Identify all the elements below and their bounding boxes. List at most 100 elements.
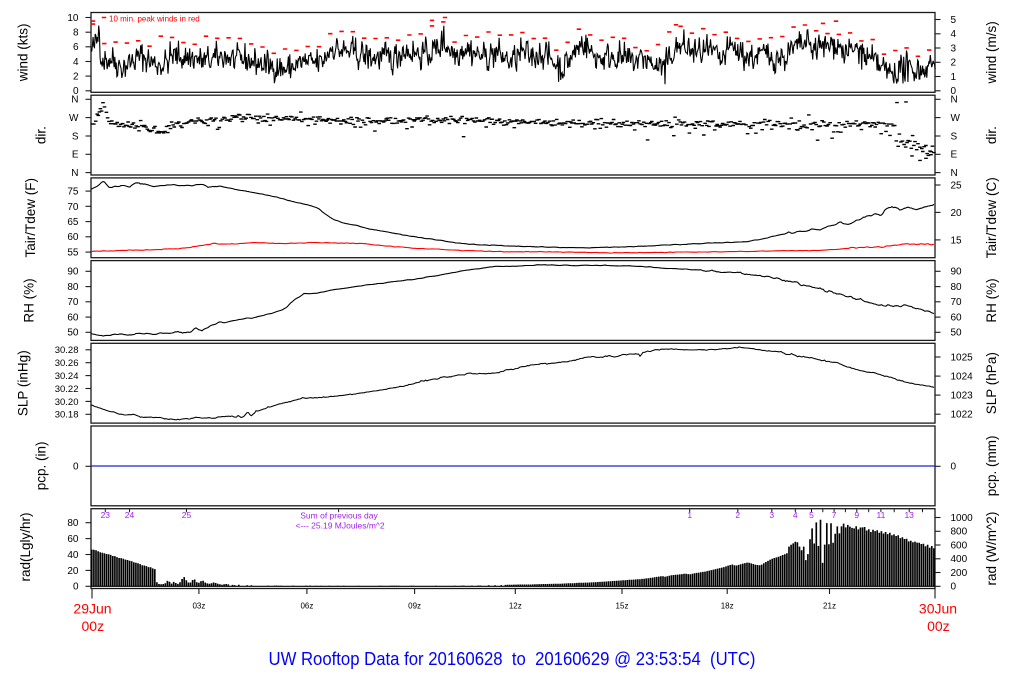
svg-text:0: 0 bbox=[73, 582, 79, 593]
svg-text:W: W bbox=[69, 113, 79, 124]
svg-text:60: 60 bbox=[67, 534, 79, 545]
svg-text:25: 25 bbox=[182, 510, 192, 520]
svg-text:7: 7 bbox=[832, 510, 837, 520]
svg-text:13: 13 bbox=[904, 510, 914, 520]
svg-text:50: 50 bbox=[951, 328, 963, 339]
svg-text:00z: 00z bbox=[82, 618, 105, 634]
svg-text:55: 55 bbox=[67, 248, 79, 259]
svg-text:S: S bbox=[72, 131, 79, 142]
svg-text:90: 90 bbox=[67, 267, 79, 278]
svg-text:4: 4 bbox=[951, 29, 957, 40]
svg-text:60: 60 bbox=[67, 232, 79, 243]
svg-text:20: 20 bbox=[67, 566, 79, 577]
svg-text:5: 5 bbox=[951, 15, 957, 26]
svg-text:9: 9 bbox=[854, 510, 859, 520]
svg-text:1025: 1025 bbox=[951, 352, 974, 363]
svg-text:0: 0 bbox=[73, 462, 79, 473]
svg-text:dir.: dir. bbox=[34, 126, 49, 144]
svg-text:10 min. peak winds in red: 10 min. peak winds in red bbox=[109, 14, 200, 23]
svg-text:N: N bbox=[71, 95, 78, 106]
svg-text:1024: 1024 bbox=[951, 372, 974, 383]
svg-text:20: 20 bbox=[951, 208, 963, 219]
svg-text:1022: 1022 bbox=[951, 410, 974, 421]
svg-text:15: 15 bbox=[951, 235, 963, 246]
svg-text:90: 90 bbox=[951, 267, 963, 278]
svg-text:60: 60 bbox=[951, 312, 963, 323]
svg-text:3: 3 bbox=[951, 43, 957, 54]
svg-text:RH (%): RH (%) bbox=[21, 278, 36, 322]
svg-text:800: 800 bbox=[951, 527, 968, 538]
svg-text:09z: 09z bbox=[408, 602, 421, 611]
svg-text:24: 24 bbox=[125, 510, 135, 520]
svg-text:Tair/Tdew (C): Tair/Tdew (C) bbox=[984, 177, 999, 258]
svg-text:03z: 03z bbox=[192, 602, 205, 611]
svg-text:N: N bbox=[951, 168, 958, 179]
svg-text:<--- 25.19 MJoules/m^2: <--- 25.19 MJoules/m^2 bbox=[295, 520, 385, 530]
svg-text:50: 50 bbox=[67, 328, 79, 339]
svg-text:65: 65 bbox=[67, 217, 79, 228]
svg-text:2: 2 bbox=[73, 72, 79, 83]
svg-text:0: 0 bbox=[951, 582, 957, 593]
svg-text:40: 40 bbox=[67, 550, 79, 561]
svg-text:UW Rooftop Data for 20160628: UW Rooftop Data for 20160628 to 20160629… bbox=[269, 649, 756, 669]
svg-text:80: 80 bbox=[67, 282, 79, 293]
svg-text:600: 600 bbox=[951, 540, 968, 551]
svg-text:1000: 1000 bbox=[951, 513, 974, 524]
svg-text:1023: 1023 bbox=[951, 391, 974, 402]
svg-text:E: E bbox=[951, 150, 958, 161]
svg-text:Tair/Tdew (F): Tair/Tdew (F) bbox=[23, 178, 38, 258]
svg-text:30.18: 30.18 bbox=[55, 410, 79, 421]
svg-text:30.22: 30.22 bbox=[55, 384, 79, 395]
svg-text:W: W bbox=[951, 113, 961, 124]
svg-text:30Jun: 30Jun bbox=[919, 600, 957, 616]
svg-text:E: E bbox=[72, 150, 79, 161]
svg-text:8: 8 bbox=[73, 28, 79, 39]
svg-text:06z: 06z bbox=[300, 602, 313, 611]
svg-text:70: 70 bbox=[951, 297, 963, 308]
svg-text:N: N bbox=[951, 95, 958, 106]
svg-text:RH (%): RH (%) bbox=[984, 278, 999, 322]
svg-text:00z: 00z bbox=[927, 618, 950, 634]
svg-text:SLP (inHg): SLP (inHg) bbox=[16, 350, 31, 416]
svg-text:25: 25 bbox=[951, 180, 963, 191]
svg-text:2: 2 bbox=[735, 510, 740, 520]
svg-text:SLP (hPa): SLP (hPa) bbox=[984, 352, 999, 414]
svg-text:18z: 18z bbox=[721, 602, 734, 611]
svg-text:30.26: 30.26 bbox=[55, 358, 79, 369]
svg-text:4: 4 bbox=[73, 57, 79, 68]
svg-text:30.28: 30.28 bbox=[55, 345, 79, 356]
svg-text:70: 70 bbox=[67, 297, 79, 308]
svg-text:70: 70 bbox=[67, 202, 79, 213]
svg-text:400: 400 bbox=[951, 554, 968, 565]
svg-text:11: 11 bbox=[876, 510, 885, 520]
svg-text:30.20: 30.20 bbox=[55, 397, 79, 408]
svg-text:6: 6 bbox=[73, 42, 79, 53]
svg-text:dir.: dir. bbox=[984, 126, 999, 144]
svg-text:Sum of previous day: Sum of previous day bbox=[300, 510, 378, 520]
svg-text:30.24: 30.24 bbox=[55, 371, 79, 382]
svg-text:23: 23 bbox=[101, 510, 111, 520]
svg-text:29Jun: 29Jun bbox=[73, 600, 111, 616]
svg-text:200: 200 bbox=[951, 568, 968, 579]
svg-text:2: 2 bbox=[951, 58, 957, 69]
svg-text:75: 75 bbox=[67, 187, 79, 198]
svg-text:4: 4 bbox=[793, 510, 798, 520]
svg-text:10: 10 bbox=[67, 13, 79, 24]
svg-text:80: 80 bbox=[67, 518, 79, 529]
svg-text:wind (kts): wind (kts) bbox=[16, 24, 31, 83]
svg-text:12z: 12z bbox=[509, 602, 522, 611]
svg-text:0: 0 bbox=[73, 86, 79, 97]
svg-text:3: 3 bbox=[769, 510, 774, 520]
svg-text:15z: 15z bbox=[616, 602, 629, 611]
svg-text:0: 0 bbox=[951, 86, 957, 97]
svg-text:pcp. (in): pcp. (in) bbox=[34, 442, 49, 491]
svg-text:0: 0 bbox=[951, 462, 957, 473]
svg-text:wind (m/s): wind (m/s) bbox=[984, 21, 999, 84]
svg-text:pcp. (mm): pcp. (mm) bbox=[984, 436, 999, 497]
svg-text:21z: 21z bbox=[823, 602, 836, 611]
svg-text:N: N bbox=[71, 168, 78, 179]
svg-text:S: S bbox=[951, 131, 958, 142]
svg-text:5: 5 bbox=[809, 510, 814, 520]
svg-text:rad(Lgly/hr): rad(Lgly/hr) bbox=[18, 512, 33, 581]
svg-text:rad (W/m^2): rad (W/m^2) bbox=[984, 512, 999, 586]
